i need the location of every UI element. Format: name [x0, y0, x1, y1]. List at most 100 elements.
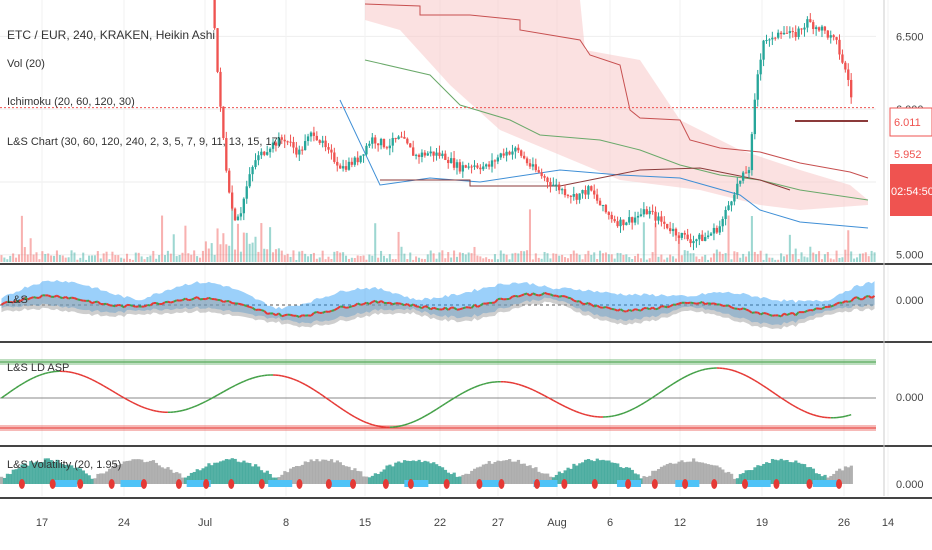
volatility-dot: [533, 479, 540, 489]
candle-body: [333, 152, 336, 162]
ld-asp-line: [447, 399, 452, 403]
volume-bar: [724, 253, 727, 262]
volume-bar: [593, 252, 596, 262]
candle-body: [242, 198, 245, 214]
ld-asp-line: [436, 406, 440, 410]
indicator-vol[interactable]: Vol (20): [7, 58, 45, 70]
candle-body: [809, 19, 812, 23]
ld-asp-line: [526, 386, 531, 390]
volume-bar: [596, 259, 599, 262]
ld-asp-line: [313, 389, 318, 393]
volatility-bar: [697, 462, 702, 484]
time-axis: 17 24 Jul 8 15 22 27 Aug 6 12 19 26 14: [36, 517, 894, 529]
candle-body: [330, 149, 333, 153]
volume-bar: [867, 256, 870, 262]
ls-line: [628, 308, 633, 312]
ls-line: [497, 297, 501, 301]
volume-bar: [642, 222, 645, 262]
volatility-bar: [598, 460, 602, 484]
pane3-label[interactable]: L&S LD ASP: [7, 362, 69, 374]
ls-line: [436, 307, 440, 311]
ld-asp-line: [258, 375, 262, 378]
ls-line: [602, 306, 607, 309]
ls-line: [427, 306, 432, 311]
volume-bar: [733, 251, 736, 262]
volume-bar: [815, 254, 818, 262]
volatility-bar: [289, 468, 293, 484]
volatility-bar: [683, 462, 687, 484]
volatility-segment: [268, 480, 293, 487]
ls-line: [453, 306, 458, 311]
volatility-bar: [840, 470, 845, 484]
volatility-bar: [671, 463, 675, 484]
ls-line: [517, 294, 522, 298]
volatility-bar: [90, 478, 94, 484]
ls-line: [18, 299, 23, 303]
indicator-ls-chart[interactable]: L&S Chart (30, 60, 120, 240, 2, 3, 5, 7,…: [7, 136, 281, 148]
candle-body: [806, 19, 809, 28]
ls-line: [763, 311, 767, 315]
ld-asp-line: [42, 372, 46, 375]
volatility-bar: [449, 474, 453, 484]
volume-bars: [0, 205, 876, 262]
volatility-bar: [712, 465, 716, 484]
volatility-bar: [110, 466, 115, 484]
volume-bar: [359, 256, 362, 262]
ls-line: [777, 314, 782, 318]
volume-bar: [663, 259, 666, 262]
volume-bar: [616, 252, 619, 262]
volatility-bar: [557, 471, 561, 484]
volume-bar: [514, 252, 517, 262]
candle-body: [829, 35, 832, 38]
ld-asp-line: [129, 400, 134, 404]
volatility-bar: [268, 474, 272, 484]
ld-asp-line: [316, 390, 321, 395]
volatility-bar: [505, 460, 509, 484]
candle-body: [777, 32, 780, 38]
symbol-title[interactable]: ETC / EUR, 240, KRAKEN, Heikin Ashi: [7, 28, 215, 42]
volatility-bar: [426, 461, 430, 484]
candle-body: [312, 132, 316, 136]
ld-asp-line: [474, 385, 478, 388]
volatility-bar: [659, 466, 664, 484]
volume-bar: [38, 259, 41, 262]
ld-asp-line: [512, 382, 516, 385]
volatility-bar: [43, 458, 48, 484]
ld-asp-line: [135, 403, 140, 407]
pane2-label[interactable]: L&S: [7, 294, 28, 306]
volatility-bar: [540, 473, 544, 484]
candle-body: [511, 151, 514, 155]
volatility-bar: [651, 470, 655, 484]
volatility-bar: [727, 471, 731, 484]
ls-line: [27, 297, 32, 301]
volume-bar: [201, 250, 204, 262]
ld-asp-line: [182, 409, 186, 412]
volatility-bar: [797, 462, 801, 484]
ld-asp-line: [6, 391, 11, 395]
ld-asp-line: [336, 405, 341, 409]
ld-asp-line: [582, 413, 586, 416]
candle-body: [435, 152, 438, 156]
ls-line: [470, 303, 476, 309]
countdown-badge: 02:54:50: [890, 164, 932, 216]
ld-asp-line: [18, 383, 23, 387]
volatility-bar: [849, 465, 853, 484]
ls-line: [53, 294, 58, 298]
volume-bar: [327, 256, 330, 262]
pane4-label[interactable]: L&S Volatility (20, 1.95): [7, 459, 121, 471]
volume-bar: [58, 255, 61, 262]
volatility-bar: [335, 460, 340, 484]
ld-asp-line: [681, 376, 686, 380]
price-badge-last: 6.011: [889, 107, 932, 137]
ld-asp-line: [421, 415, 426, 419]
ls-line: [526, 292, 531, 297]
volatility-bar: [569, 468, 573, 484]
indicator-ichimoku[interactable]: Ichimoku (20, 60, 120, 30): [7, 96, 135, 108]
ld-asp-line: [126, 398, 131, 402]
volatility-bar: [146, 461, 150, 484]
volume-bar: [441, 250, 444, 262]
ls-line: [853, 296, 858, 299]
ls-line: [862, 295, 867, 301]
volatility-bar: [32, 462, 36, 484]
volume-bar: [660, 254, 663, 262]
